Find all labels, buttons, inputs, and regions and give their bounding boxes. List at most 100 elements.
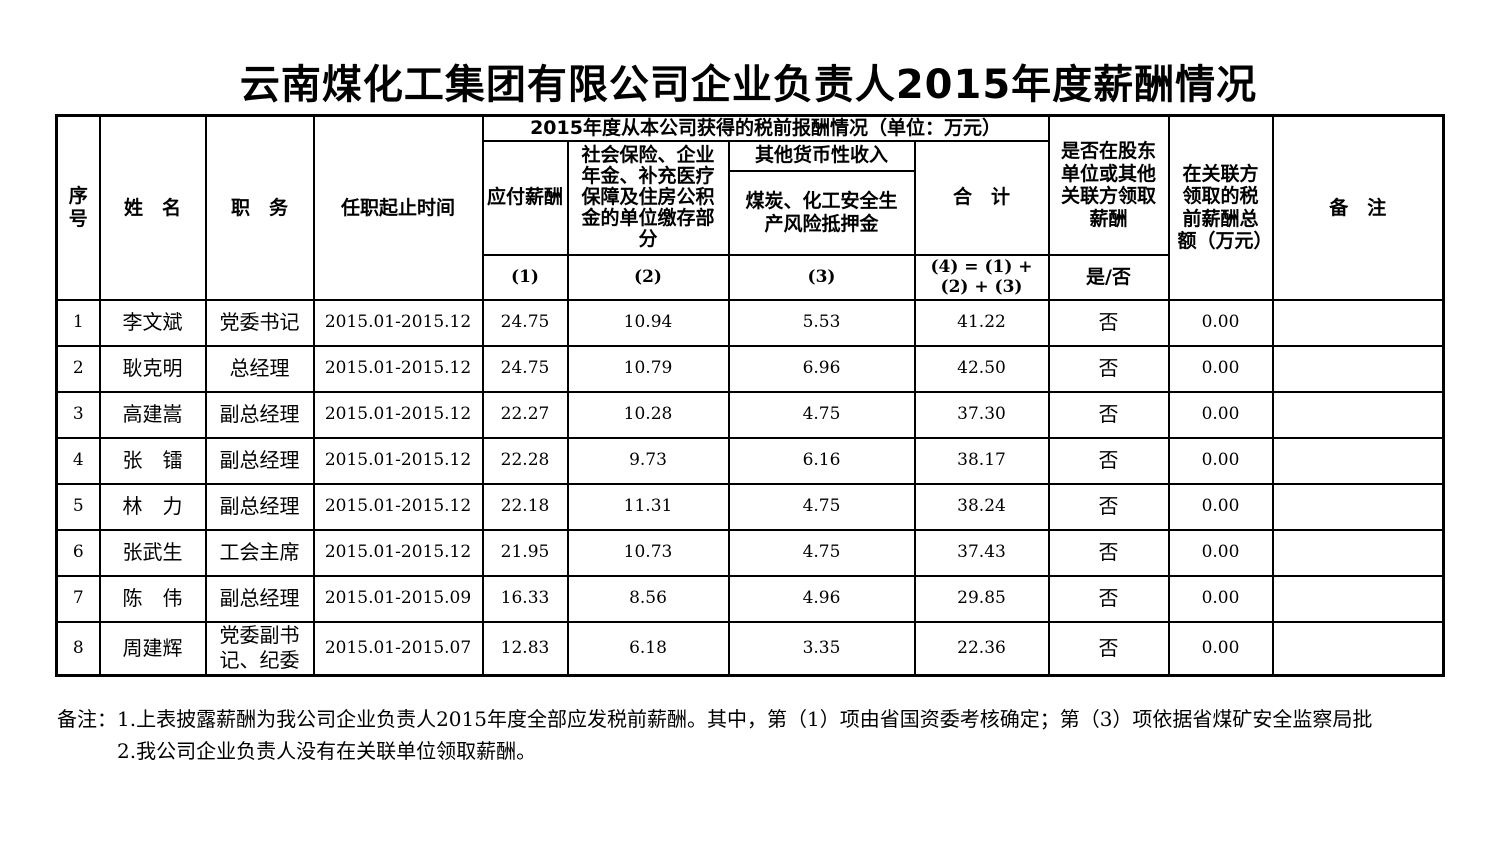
cell-related-party-yn: 否: [1047, 344, 1170, 393]
table-header: 序号 姓 名 职 务 任职起止时间 2015年度从本公司获得的税前报酬情况（单位…: [55, 114, 1445, 301]
cell-other-income: 5.53: [727, 298, 916, 347]
cell-serial-number: 2: [55, 344, 101, 393]
cell-other-income: 4.75: [727, 390, 916, 439]
header-pretax-group: 2015年度从本公司获得的税前报酬情况（单位：万元）: [481, 114, 1050, 142]
cell-total: 22.36: [913, 620, 1050, 676]
header-row-coal: 煤炭、化工安全生产风险抵押金: [57, 169, 1444, 256]
cell-name: 高建嵩: [98, 390, 207, 439]
cell-social-insurance: 8.56: [566, 574, 730, 623]
cell-position: 总经理: [204, 344, 315, 393]
cell-social-insurance: 9.73: [566, 436, 730, 485]
header-row-components: 应付薪酬 社会保险、企业年金、补充医疗保障及住房公积金的单位缴存部分 其他货币性…: [57, 139, 1444, 256]
header-related-amount: 在关联方领取的税前薪酬总额（万元）: [1167, 114, 1274, 301]
cell-related-amount: 0.00: [1167, 436, 1274, 485]
cell-remark: [1271, 344, 1445, 393]
header-related-party: 是否在股东单位或其他关联方领取薪酬: [1047, 114, 1170, 256]
header-other-income: 其他货币性收入: [727, 139, 916, 172]
salary-disclosure-document: 云南煤化工集团有限公司企业负责人2015年度薪酬情况 序号 姓 名 职 务 任职…: [0, 62, 1495, 847]
cell-payable-salary: 21.95: [481, 528, 569, 577]
cell-social-insurance: 6.18: [566, 620, 730, 676]
cell-serial-number: 6: [55, 528, 101, 577]
cell-serial-number: 8: [55, 620, 101, 676]
table-row: 1 李文斌 党委书记 2015.01-2015.12 24.75 10.94 5…: [55, 298, 1445, 347]
cell-related-party-yn: 否: [1047, 574, 1170, 623]
cell-payable-salary: 16.33: [481, 574, 569, 623]
cell-remark: [1271, 528, 1445, 577]
cell-position: 党委书记: [204, 298, 315, 347]
cell-name: 耿克明: [98, 344, 207, 393]
cell-other-income: 4.96: [727, 574, 916, 623]
cell-name: 张武生: [98, 528, 207, 577]
header-position: 职 务: [204, 114, 315, 301]
cell-serial-number: 7: [55, 574, 101, 623]
cell-related-party-yn: 否: [1047, 528, 1170, 577]
cell-social-insurance: 10.94: [566, 298, 730, 347]
cell-term: 2015.01-2015.12: [312, 298, 484, 347]
cell-term: 2015.01-2015.12: [312, 482, 484, 531]
cell-other-income: 6.96: [727, 344, 916, 393]
cell-payable-salary: 24.75: [481, 344, 569, 393]
cell-payable-salary: 24.75: [481, 298, 569, 347]
cell-serial-number: 1: [55, 298, 101, 347]
cell-term: 2015.01-2015.12: [312, 344, 484, 393]
cell-social-insurance: 10.73: [566, 528, 730, 577]
table-row: 7 陈 伟 副总经理 2015.01-2015.09 16.33 8.56 4.…: [55, 574, 1445, 623]
cell-name: 陈 伟: [98, 574, 207, 623]
header-sub2: (2): [566, 253, 730, 301]
cell-total: 37.43: [913, 528, 1050, 577]
note-line-1: 1.上表披露薪酬为我公司企业负责人2015年度全部应发税前薪酬。其中，第（1）项…: [117, 707, 1373, 731]
cell-term: 2015.01-2015.12: [312, 390, 484, 439]
note-line-2: 2.我公司企业负责人没有在关联单位领取薪酬。: [117, 739, 537, 764]
header-payable: 应付薪酬: [481, 139, 569, 256]
cell-related-party-yn: 否: [1047, 390, 1170, 439]
cell-name: 林 力: [98, 482, 207, 531]
cell-total: 29.85: [913, 574, 1050, 623]
header-row-subscripts: (1) (2) (3) (4) = (1) + (2) + (3) 是/否: [57, 253, 1444, 301]
cell-total: 41.22: [913, 298, 1050, 347]
cell-other-income: 4.75: [727, 482, 916, 531]
cell-position: 工会主席: [204, 528, 315, 577]
cell-social-insurance: 10.79: [566, 344, 730, 393]
cell-total: 38.17: [913, 436, 1050, 485]
cell-social-insurance: 10.28: [566, 390, 730, 439]
table-body: 1 李文斌 党委书记 2015.01-2015.12 24.75 10.94 5…: [55, 298, 1445, 676]
cell-related-amount: 0.00: [1167, 620, 1274, 676]
cell-total: 42.50: [913, 344, 1050, 393]
cell-related-amount: 0.00: [1167, 390, 1274, 439]
cell-name: 李文斌: [98, 298, 207, 347]
page-title: 云南煤化工集团有限公司企业负责人2015年度薪酬情况: [239, 62, 1258, 108]
cell-related-party-yn: 否: [1047, 482, 1170, 531]
header-no: 序号: [55, 114, 101, 301]
cell-serial-number: 3: [55, 390, 101, 439]
cell-serial-number: 5: [55, 482, 101, 531]
cell-related-party-yn: 否: [1047, 298, 1170, 347]
cell-related-amount: 0.00: [1167, 528, 1274, 577]
notes-label: 备注：: [57, 707, 117, 731]
cell-remark: [1271, 390, 1445, 439]
cell-total: 37.30: [913, 390, 1050, 439]
cell-term: 2015.01-2015.07: [312, 620, 484, 676]
cell-name: 周建辉: [98, 620, 207, 676]
salary-table: 序号 姓 名 职 务 任职起止时间 2015年度从本公司获得的税前报酬情况（单位…: [55, 114, 1446, 677]
table-row: 8 周建辉 党委副书记、纪委 2015.01-2015.07 12.83 6.1…: [55, 620, 1445, 676]
cell-related-party-yn: 否: [1047, 436, 1170, 485]
cell-position: 副总经理: [204, 390, 315, 439]
cell-related-amount: 0.00: [1167, 298, 1274, 347]
cell-other-income: 3.35: [727, 620, 916, 676]
notes-section: 备注： 1.上表披露薪酬为我公司企业负责人2015年度全部应发税前薪酬。其中，第…: [57, 703, 1495, 768]
cell-position: 党委副书记、纪委: [204, 620, 315, 676]
cell-payable-salary: 22.28: [481, 436, 569, 485]
table-row: 5 林 力 副总经理 2015.01-2015.12 22.18 11.31 4…: [55, 482, 1445, 531]
cell-position: 副总经理: [204, 436, 315, 485]
cell-position: 副总经理: [204, 574, 315, 623]
header-coal-deposit: 煤炭、化工安全生产风险抵押金: [727, 169, 916, 256]
header-sub3: (3): [727, 253, 916, 301]
header-social-insurance: 社会保险、企业年金、补充医疗保障及住房公积金的单位缴存部分: [566, 139, 730, 256]
header-sub4: (4) = (1) + (2) + (3): [913, 253, 1050, 301]
cell-term: 2015.01-2015.09: [312, 574, 484, 623]
cell-serial-number: 4: [55, 436, 101, 485]
cell-other-income: 4.75: [727, 528, 916, 577]
cell-remark: [1271, 436, 1445, 485]
cell-remark: [1271, 298, 1445, 347]
cell-payable-salary: 22.18: [481, 482, 569, 531]
